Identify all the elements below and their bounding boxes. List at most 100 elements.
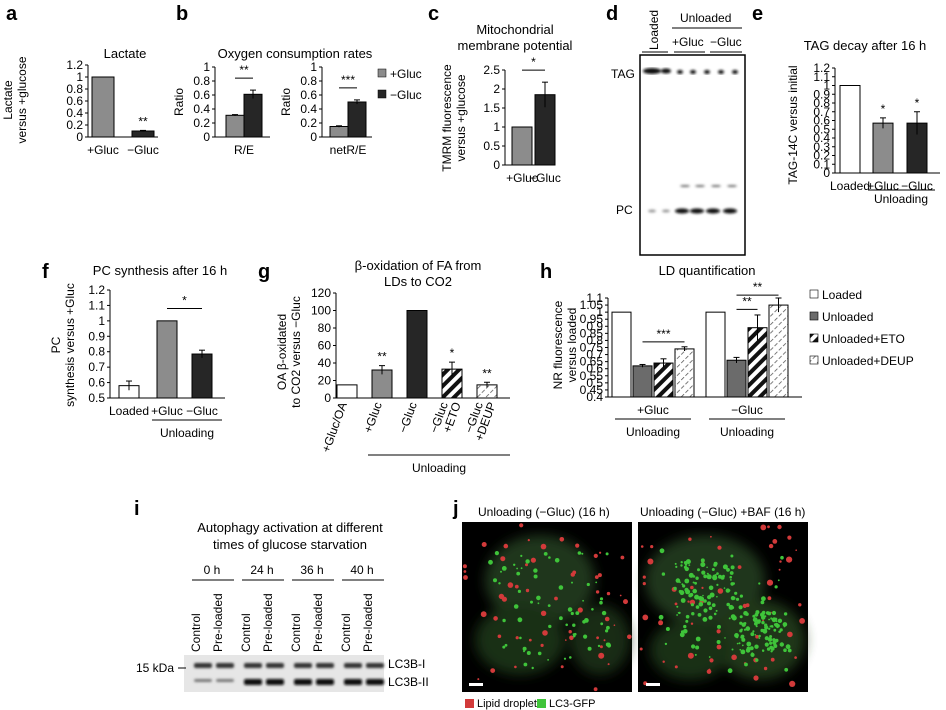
fluorescent-puncta <box>462 523 805 692</box>
lipid-droplet <box>595 590 600 594</box>
group-label-f: Unloading <box>160 426 214 440</box>
lc3-gfp-punctum <box>684 578 690 584</box>
lc3-gfp-punctum <box>606 625 610 630</box>
legend-label-h: Unloaded+ETO <box>822 332 905 346</box>
legend-swatch-h <box>809 289 819 299</box>
bar-h <box>653 362 674 398</box>
lc3-gfp-punctum <box>694 581 697 585</box>
lipid-droplet <box>477 678 480 681</box>
x-tick-label-f: +Gluc <box>151 404 183 418</box>
lc3-gfp-punctum <box>755 625 758 628</box>
lipid-droplet <box>786 556 793 563</box>
lc3-gfp-punctum <box>752 614 756 618</box>
lc3-gfp-punctum <box>743 628 747 631</box>
y-tick-label-f: 1.1 <box>88 298 105 312</box>
lipid-droplet <box>763 666 768 671</box>
lc3-gfp-punctum <box>740 628 743 631</box>
lipid-droplet <box>593 687 598 692</box>
lc3-gfp-punctum <box>746 647 749 650</box>
y-tick-label-b1: 0.8 <box>193 74 210 88</box>
lipid-droplet <box>737 565 742 569</box>
lc3-gfp-punctum <box>502 618 506 623</box>
y-tick-label-g: 80 <box>318 321 332 335</box>
significance-g: ** <box>377 350 387 364</box>
lc3-gfp-punctum <box>571 581 573 584</box>
lc3-gfp-punctum <box>755 658 759 662</box>
legend-swatch-lc3-gfp <box>537 699 546 708</box>
lc3b-i-band <box>244 663 262 668</box>
lc3-gfp-punctum <box>752 617 758 623</box>
lc3-gfp-punctum <box>688 593 693 598</box>
lc3-gfp-punctum <box>691 612 695 616</box>
chart-title-b: Oxygen consumption rates <box>218 46 373 61</box>
lipid-droplet <box>766 579 774 586</box>
lipid-droplet <box>599 551 602 554</box>
lc3-gfp-punctum <box>739 594 744 598</box>
lc3-gfp-punctum <box>774 622 779 628</box>
lc3-gfp-punctum <box>685 614 690 619</box>
cell-body <box>485 535 595 625</box>
lc3-gfp-punctum <box>712 575 718 581</box>
lc3-gfp-punctum <box>536 595 541 601</box>
bar-g <box>406 310 428 399</box>
y-axis-label-b2: Ratio <box>279 88 293 116</box>
y-tick-label-h: 0.5 <box>586 376 603 390</box>
lc3-gfp-punctum <box>679 590 685 596</box>
lc3-gfp-punctum <box>698 601 704 607</box>
y-axis-label-f: synthesis versus +Gluc <box>63 283 77 407</box>
lc3-gfp-punctum <box>500 570 502 573</box>
lane-label-minus-gluc: −Gluc <box>710 35 742 49</box>
x-tick-label-a: +Gluc <box>87 143 119 157</box>
lc3-gfp-punctum <box>738 642 741 645</box>
lc3-gfp-punctum <box>708 606 713 611</box>
lipid-droplet <box>701 586 704 590</box>
lc3b-i-band <box>316 663 334 668</box>
y-axis-label-b1: Ratio <box>172 88 186 116</box>
panel-letter-d: d <box>606 3 618 25</box>
lc3-gfp-punctum <box>488 559 493 565</box>
lipid-droplet <box>559 537 565 542</box>
lc3-gfp-punctum <box>659 548 665 554</box>
lc3-gfp-punctum <box>530 600 533 604</box>
band <box>727 185 737 187</box>
lc3b-i-band <box>366 663 384 668</box>
x-tick-label-h: +Gluc <box>637 403 669 417</box>
chart-title-g: LDs to CO2 <box>384 274 452 289</box>
lc3-gfp-punctum <box>779 642 784 647</box>
lc3-gfp-punctum <box>695 645 700 650</box>
lipid-droplet <box>689 599 696 605</box>
lipid-droplet <box>514 584 519 589</box>
lipid-droplet <box>716 644 722 650</box>
y-tick-label-e: 0.7 <box>813 105 830 119</box>
lc3-gfp-punctum <box>523 650 525 653</box>
lc3-gfp-punctum <box>774 585 778 589</box>
lc3-gfp-punctum <box>754 634 757 636</box>
band <box>732 70 738 74</box>
lipid-droplet <box>463 570 467 573</box>
bar-h <box>674 348 695 398</box>
panel-letter-c: c <box>428 3 439 25</box>
band <box>695 185 705 187</box>
cell-bodies <box>475 535 805 680</box>
lipid-droplet <box>593 553 598 559</box>
y-tick-label-e: 1.2 <box>813 61 830 75</box>
y-tick-label-b2: 0 <box>310 130 317 144</box>
panel-letter-h: h <box>540 261 552 283</box>
lc3-gfp-punctum <box>520 567 523 570</box>
lipid-droplet <box>527 539 530 542</box>
lc3-gfp-punctum <box>783 648 787 652</box>
lipid-droplet <box>731 654 737 661</box>
lipid-droplet <box>619 594 622 597</box>
lc3-gfp-punctum <box>724 637 726 639</box>
x-tick-label-g: +Gluc/OA <box>319 400 350 454</box>
lc3-gfp-punctum <box>735 597 740 601</box>
lc3-gfp-punctum <box>731 606 735 610</box>
x-tick-label-f: −Gluc <box>186 404 218 418</box>
lc3-gfp-punctum <box>723 587 726 589</box>
lipid-droplet <box>798 603 802 607</box>
lc3-gfp-punctum <box>605 629 609 633</box>
lc3b-ii-band <box>266 679 284 685</box>
x-tick-label-g: +Gluc <box>361 400 385 435</box>
lc3b-i-band <box>294 663 312 668</box>
chart-title-f: PC synthesis after 16 h <box>93 263 227 278</box>
